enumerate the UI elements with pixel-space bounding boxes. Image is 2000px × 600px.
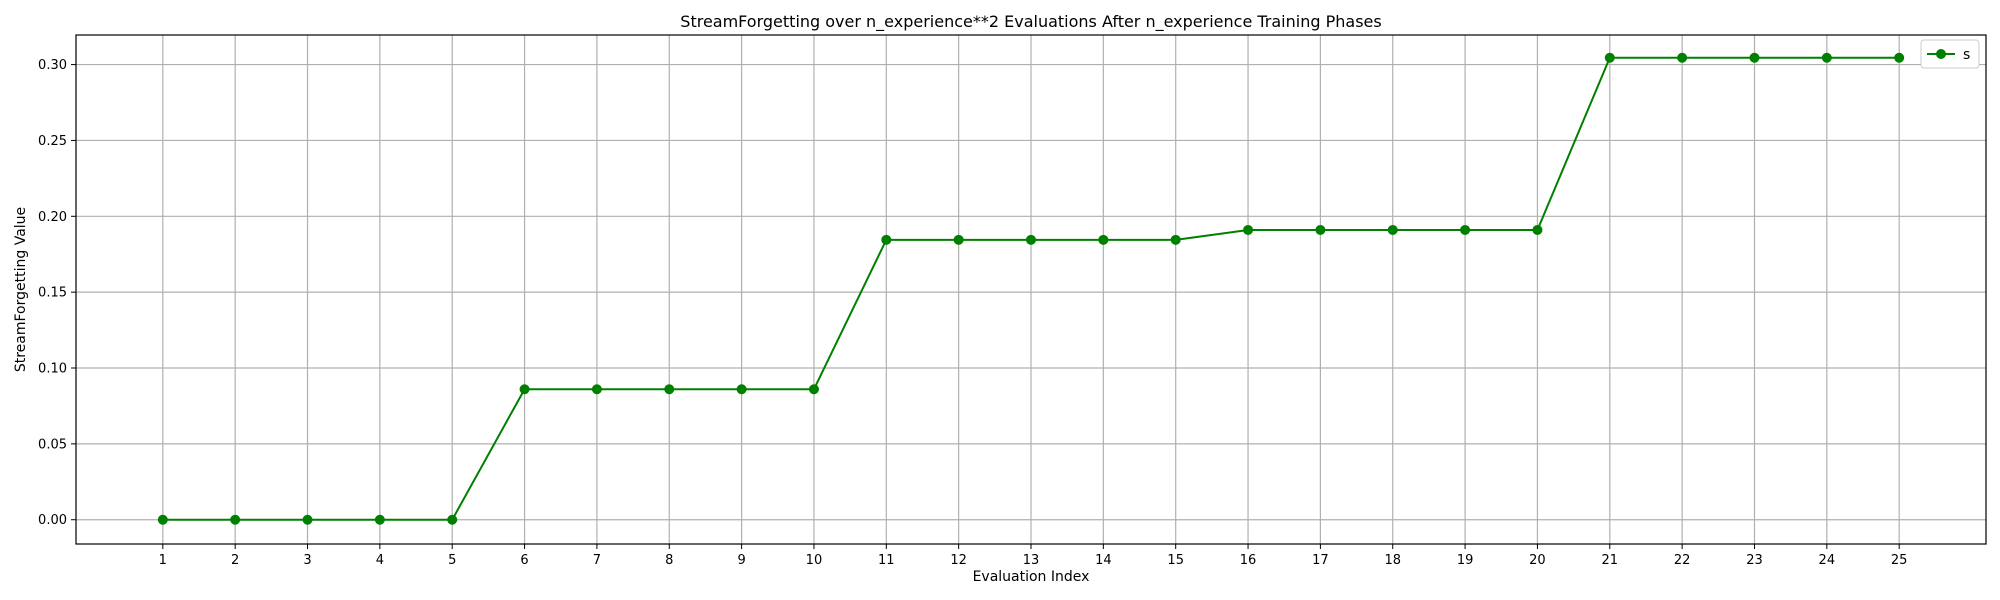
chart-title: StreamForgetting over n_experience**2 Ev… — [680, 12, 1381, 32]
data-point — [664, 384, 675, 395]
data-point — [953, 234, 964, 245]
data-point — [1170, 234, 1181, 245]
x-tick-label: 5 — [448, 553, 456, 568]
x-tick-label: 3 — [303, 553, 311, 568]
x-tick-label: 20 — [1529, 553, 1546, 568]
grid-layer — [76, 35, 1986, 544]
y-tick-label: 0.10 — [38, 362, 67, 377]
y-tick-label: 0.30 — [38, 58, 67, 73]
data-point — [1315, 224, 1326, 235]
x-tick-label: 17 — [1312, 553, 1329, 568]
data-point — [1532, 224, 1543, 235]
plot-frame — [75, 34, 1987, 545]
x-tick-label: 16 — [1240, 553, 1257, 568]
y-tick-label: 0.15 — [38, 286, 67, 301]
legend[interactable]: s — [1920, 39, 1980, 69]
x-tick-label: 15 — [1167, 553, 1184, 568]
x-tick-label: 9 — [737, 553, 745, 568]
x-tick-label: 24 — [1819, 553, 1836, 568]
data-point — [881, 234, 892, 245]
x-tick-label: 13 — [1023, 553, 1040, 568]
x-tick-label: 7 — [593, 553, 601, 568]
data-point — [1821, 52, 1832, 63]
x-tick-label: 23 — [1746, 553, 1763, 568]
legend-label: s — [1963, 47, 1970, 63]
data-point — [591, 384, 602, 395]
x-tick-label: 10 — [806, 553, 823, 568]
data-point — [808, 384, 819, 395]
data-point — [1677, 52, 1688, 63]
data-point — [302, 514, 313, 525]
legend-marker-icon — [1936, 49, 1946, 59]
data-point — [1243, 224, 1254, 235]
x-tick-label: 14 — [1095, 553, 1112, 568]
x-tick-label: 12 — [950, 553, 967, 568]
x-tick-label: 11 — [878, 553, 895, 568]
series-layer — [157, 52, 1905, 525]
data-point — [157, 514, 168, 525]
x-tick-label: 18 — [1384, 553, 1401, 568]
y-axis-title: StreamForgetting Value — [13, 207, 29, 372]
y-tick-label: 0.20 — [38, 210, 67, 225]
x-tick-label: 1 — [159, 553, 167, 568]
data-point — [447, 514, 458, 525]
y-tick-label: 0.25 — [38, 134, 67, 149]
data-point — [1098, 234, 1109, 245]
data-point — [374, 514, 385, 525]
x-axis-title: Evaluation Index — [973, 569, 1090, 585]
data-point — [1387, 224, 1398, 235]
data-point — [1604, 52, 1615, 63]
x-tick-label: 19 — [1457, 553, 1474, 568]
data-point — [230, 514, 241, 525]
data-point — [519, 384, 530, 395]
data-point — [1460, 224, 1471, 235]
y-tick-label: 0.00 — [38, 513, 67, 528]
data-point — [1026, 234, 1036, 245]
x-tick-label: 4 — [376, 553, 384, 568]
tick-layer: 1 2 3 4 5 6 7 8 9 10 11 12 13 14 15 16 17 18 19 20 21 22 23 24 2… — [38, 58, 1907, 568]
y-tick-label: 0.05 — [38, 437, 67, 452]
data-point — [1749, 52, 1760, 63]
x-tick-label: 21 — [1602, 553, 1619, 568]
data-point — [736, 384, 747, 395]
x-tick-label: 8 — [665, 553, 673, 568]
x-tick-label: 22 — [1674, 553, 1691, 568]
x-tick-label: 2 — [231, 553, 239, 568]
x-tick-label: 6 — [520, 553, 528, 568]
x-tick-label: 25 — [1891, 553, 1908, 568]
data-point — [1894, 52, 1905, 63]
